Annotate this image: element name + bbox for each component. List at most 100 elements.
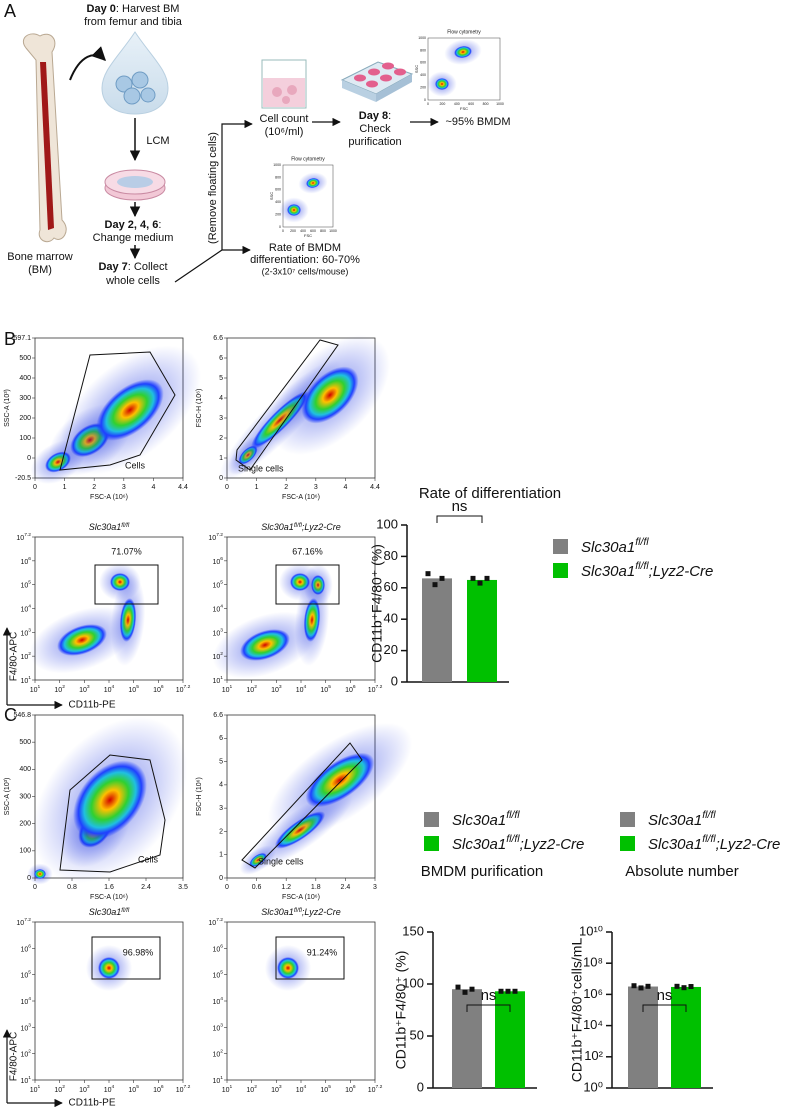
- tick-label: -20.5: [15, 475, 31, 482]
- text-part: 10: [212, 973, 220, 980]
- axis-label: F4/80-APC: [9, 632, 20, 681]
- step-text: : Collect: [128, 261, 168, 273]
- density-core: [240, 629, 290, 661]
- mini-title: Flow cytometry: [447, 29, 481, 35]
- text-part: 5: [136, 684, 139, 690]
- mini-tick: 400: [420, 73, 426, 77]
- tick-label: 101: [20, 675, 31, 685]
- text-part: 10: [222, 1087, 230, 1094]
- text-part: 10: [20, 630, 28, 637]
- legend-label: Slc30a1fl/fl: [648, 809, 716, 829]
- y-tick-label: 100: [376, 516, 398, 531]
- gate: [275, 564, 340, 605]
- text-part: ;Lyz2-Cre: [716, 836, 781, 853]
- axis-label: FSC-A (10⁶): [90, 894, 128, 901]
- tick-label: 106: [212, 556, 223, 566]
- text-part: 4: [304, 684, 307, 690]
- text-part: 10: [20, 973, 28, 980]
- tick-label: 104: [20, 604, 31, 614]
- step-label: Day 7: Collect: [98, 261, 167, 273]
- significance-label: ns: [452, 498, 468, 515]
- tick-label: 500: [19, 355, 31, 362]
- step-label: Rate of BMDM: [269, 242, 341, 254]
- text-part: Slc30a1: [581, 563, 635, 580]
- tick-label: 105: [20, 970, 31, 980]
- gate-label: Single cells: [258, 856, 304, 866]
- density-core: [73, 760, 147, 840]
- y-axis-label: CD11b⁺F4/80⁺cells/mL: [569, 938, 585, 1083]
- tick-label: 101: [212, 1075, 223, 1085]
- density-core: [301, 366, 359, 424]
- bar: [671, 986, 701, 1088]
- mini-tick: 200: [439, 102, 445, 106]
- tick-label: 102: [20, 651, 31, 661]
- y-tick-label: 60: [384, 579, 398, 594]
- panel-label: B: [4, 329, 16, 349]
- tick-label: 105: [320, 684, 331, 694]
- tick-label: 105: [20, 580, 31, 590]
- axis-label: SSC-A (10³): [4, 778, 11, 816]
- step-label: purification: [348, 136, 401, 148]
- y-tick-label: 100: [402, 975, 424, 990]
- step-label: Day 2, 4, 6:: [105, 219, 162, 231]
- tick-label: 0: [27, 455, 31, 462]
- gate-label: Single cells: [238, 463, 284, 473]
- tick-label: 107.2: [208, 917, 223, 927]
- text-part: 2: [28, 651, 31, 657]
- dish-illustration: [104, 169, 166, 201]
- mini-tick: 800: [420, 48, 426, 52]
- text-part: 10: [20, 654, 28, 661]
- text-part: 10: [153, 1087, 161, 1094]
- tick-label: 1: [63, 484, 67, 491]
- text-part: 10: [16, 535, 24, 542]
- tick-label: 104: [104, 1084, 115, 1094]
- tick-label: 2: [284, 484, 288, 491]
- tick-label: 400: [19, 766, 31, 773]
- mini-title: Flow cytometry: [291, 156, 325, 162]
- text-part: 6: [353, 684, 356, 690]
- tick-label: 5: [219, 758, 223, 765]
- tick-label: 200: [19, 821, 31, 828]
- text-part: fl/fl: [121, 907, 130, 914]
- text-part: Slc30a1: [648, 812, 702, 829]
- tick-label: 6: [219, 355, 223, 362]
- tick-label: 103: [271, 1084, 282, 1094]
- step-label: Cell count: [260, 113, 309, 125]
- text-part: fl/fl: [702, 809, 716, 821]
- text-part: 4: [112, 1084, 115, 1090]
- step-label: Day 8:: [359, 110, 391, 122]
- tick-label: 0: [33, 884, 37, 891]
- tick-label: 100: [19, 435, 31, 442]
- tick-label: 104: [296, 1084, 307, 1094]
- text-part: 5: [328, 1084, 331, 1090]
- axis-label: CD11b-PE: [68, 700, 115, 711]
- text-part: 10: [54, 1087, 62, 1094]
- text-part: ;Lyz2-Cre: [302, 522, 341, 532]
- tick-label: 400: [19, 375, 31, 382]
- text-part: 7.2: [24, 917, 31, 923]
- tick-label: 105: [128, 684, 139, 694]
- text-part: 10: [20, 678, 28, 685]
- tick-label: 1: [219, 455, 223, 462]
- tick-label: 0: [33, 484, 37, 491]
- step-label: from femur and tibia: [84, 16, 183, 28]
- text-part: 1: [28, 1075, 31, 1081]
- y-axis-label: CD11b⁺F4/80⁺ (%): [369, 544, 385, 663]
- text-part: 10: [30, 687, 38, 694]
- tick-label: 101: [222, 1084, 233, 1094]
- text-part: 10: [20, 1078, 28, 1085]
- axis-label: F4/80-APC: [9, 1032, 20, 1081]
- tick-label: 101: [212, 675, 223, 685]
- tick-label: 103: [79, 684, 90, 694]
- text-part: 10: [212, 946, 220, 953]
- data-point: [681, 985, 687, 991]
- mini-tick: 0: [282, 229, 284, 233]
- text-part: 10: [212, 606, 220, 613]
- tick-label: 300: [19, 793, 31, 800]
- tick-label: 100: [19, 848, 31, 855]
- text-part: 3: [87, 1084, 90, 1090]
- significance-bracket: [642, 1004, 687, 1012]
- text-part: 10: [30, 1087, 38, 1094]
- y-tick-label: 50: [410, 1027, 424, 1042]
